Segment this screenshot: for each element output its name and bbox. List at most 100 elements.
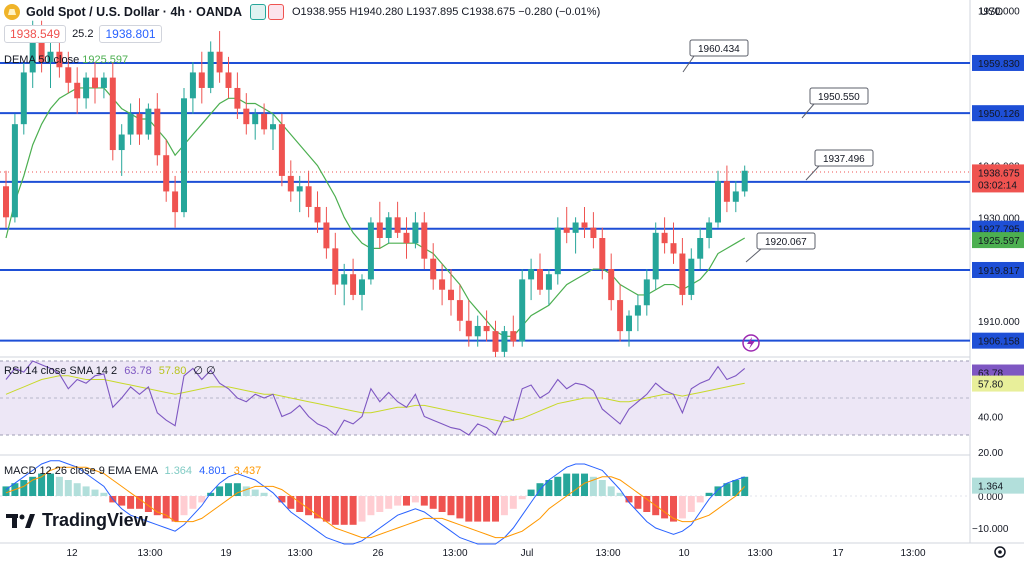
candle: [198, 51, 205, 104]
time-axis-tick: 19: [220, 548, 232, 559]
candle-body: [189, 72, 196, 99]
candle-body: [528, 269, 535, 280]
macd-histogram-bar: [714, 486, 722, 496]
tradingview-logo[interactable]: TradingView: [6, 510, 148, 531]
price-callout[interactable]: 1950.550: [801, 87, 869, 119]
candle-body: [181, 98, 187, 213]
macd-hist-legend-value: 1.364: [164, 465, 193, 477]
candle-body: [519, 279, 526, 342]
macd-histogram-bar: [376, 496, 384, 512]
dema-legend-value: 1925.597: [82, 54, 129, 66]
candle-body: [198, 72, 205, 88]
candle: [350, 258, 357, 301]
candle: [652, 222, 659, 290]
candle-body: [11, 124, 18, 218]
candle-body: [65, 67, 72, 83]
level-tag-label: 1927.795: [978, 225, 1020, 236]
lightning-icon[interactable]: [742, 334, 760, 352]
dema-legend[interactable]: DEMA 50 close 1925.597: [4, 54, 128, 66]
candle: [359, 274, 365, 311]
rsi-axis-tick: 20.00: [978, 448, 1003, 459]
rsi-legend[interactable]: RSI 14 close SMA 14 2 63.78 57.80 ∅ ∅: [4, 364, 216, 377]
candle-body: [367, 222, 374, 280]
candle-body: [634, 305, 641, 316]
sell-price-button[interactable]: 1938.549: [4, 25, 67, 43]
macd-histogram-bar: [438, 496, 446, 512]
macd-histogram-bar: [216, 486, 224, 496]
callout-box: [814, 149, 874, 167]
callout-box: [689, 39, 749, 57]
time-axis-tick: 26: [372, 548, 384, 559]
dema-price-tag[interactable]: 1925.597: [972, 232, 1024, 249]
candle-body: [261, 113, 268, 130]
macd-histogram-bar: [545, 480, 553, 496]
candle: [207, 41, 214, 94]
macd-histogram-bar: [394, 496, 402, 506]
candle: [234, 72, 241, 119]
macd-histogram-bar: [260, 492, 268, 496]
candle-body: [385, 217, 392, 238]
candle: [412, 212, 419, 249]
macd-histogram-bar: [296, 496, 304, 512]
macd-histogram-bar: [180, 496, 188, 516]
macd-histogram-bar: [29, 476, 37, 496]
candle-body: [323, 222, 330, 249]
buy-price-button[interactable]: 1938.801: [99, 25, 162, 43]
level-price-tag[interactable]: 1919.817: [972, 261, 1024, 278]
candle: [492, 320, 499, 357]
level-price-tag[interactable]: 1959.830: [972, 54, 1024, 71]
candle-body: [278, 124, 285, 176]
price-callout[interactable]: 1920.067: [745, 232, 816, 263]
tradingview-logo-text: TradingView: [42, 510, 148, 530]
macd-histogram-bar: [127, 496, 135, 509]
candle-body: [270, 124, 276, 130]
candle: [723, 165, 730, 213]
price-axis-tick: 1930.000: [978, 213, 1020, 224]
candle-body: [296, 186, 303, 192]
callout-label: 1950.550: [818, 92, 860, 103]
currency-label[interactable]: USD: [980, 6, 1004, 18]
macd-histogram-bar: [554, 476, 562, 496]
candle: [127, 103, 134, 145]
level-tag-bg: [972, 261, 1024, 278]
macd-histogram-bar: [198, 496, 206, 503]
macd-histogram-bar: [474, 496, 482, 522]
level-price-tag[interactable]: 1950.126: [972, 105, 1024, 122]
status-badges: [249, 4, 286, 20]
macd-histogram-bar: [634, 496, 642, 509]
price-callout[interactable]: 1960.434: [682, 39, 749, 73]
candle-body: [56, 51, 63, 68]
macd-legend[interactable]: MACD 12 26 close 9 EMA EMA 1.364 4.801 3…: [4, 465, 261, 477]
candle: [252, 108, 259, 140]
rsi-sma-tag[interactable]: 57.80: [972, 375, 1024, 392]
candle-body: [394, 217, 401, 233]
candle: [528, 258, 535, 301]
candle-body: [127, 113, 134, 135]
level-tag-label: 1950.126: [978, 109, 1020, 120]
price-axis-tick: 1910.000: [978, 317, 1020, 328]
rsi-sma-line: [5, 375, 745, 423]
symbol-title[interactable]: Gold Spot / U.S. Dollar · 4h · OANDA: [26, 5, 242, 19]
candle: [118, 124, 125, 176]
candle: [483, 310, 490, 342]
candle-body: [136, 113, 143, 135]
candle: [590, 212, 597, 249]
settings-gear-icon[interactable]: [994, 546, 1006, 558]
candle-body: [670, 243, 677, 254]
macd-signal-legend-value: 3.437: [233, 465, 262, 477]
candle: [278, 113, 285, 187]
price-callout[interactable]: 1937.496: [805, 149, 874, 181]
candle: [510, 315, 517, 347]
current-price-label: 1938.675: [978, 168, 1020, 179]
candle: [172, 175, 179, 228]
candle: [287, 160, 294, 202]
macd-histogram-bar: [607, 486, 615, 496]
candle: [261, 103, 268, 135]
candle-body: [723, 181, 730, 202]
level-price-tag[interactable]: 1906.158: [972, 332, 1024, 349]
macd-histogram-bar: [403, 496, 410, 506]
macd-last-tag[interactable]: 1.364: [972, 477, 1024, 494]
candle: [679, 238, 686, 306]
